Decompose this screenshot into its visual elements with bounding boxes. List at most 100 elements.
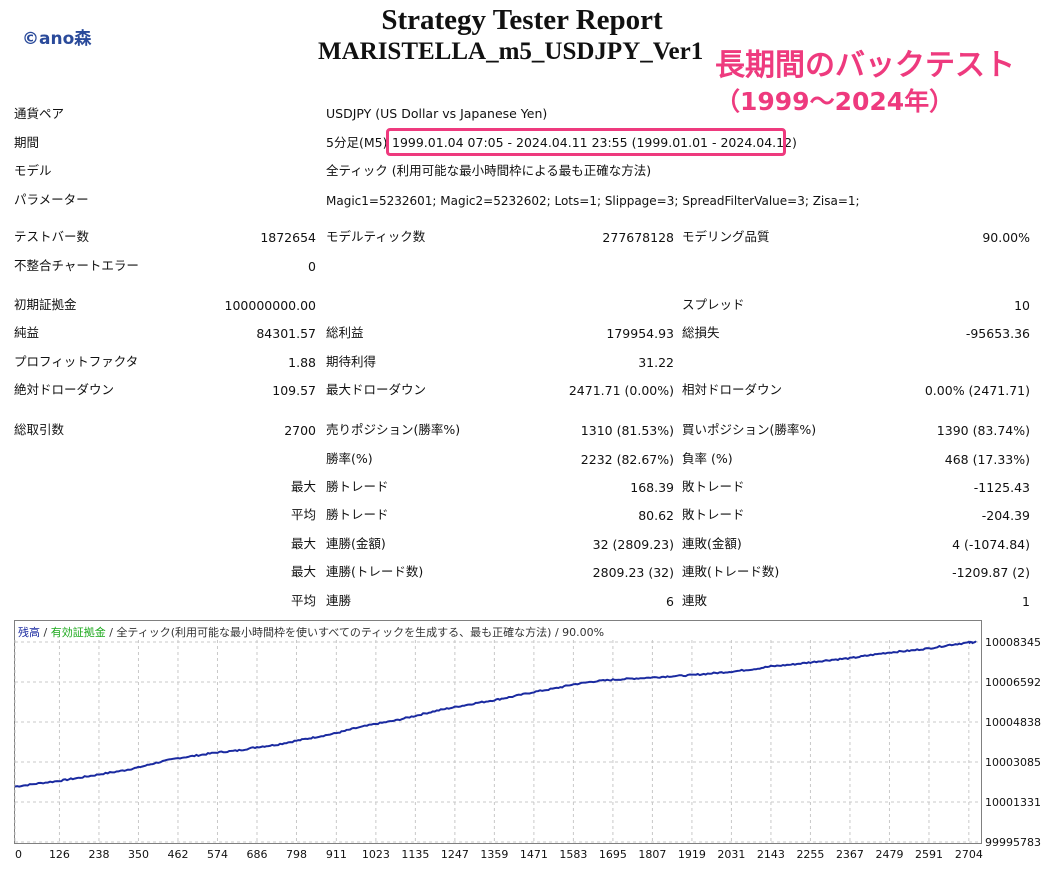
x-tick-label: 0 (15, 848, 22, 861)
x-tick-label: 686 (246, 848, 267, 861)
x-tick-label: 1359 (480, 848, 508, 861)
short-positions-label: 売りポジション(勝率%) (326, 422, 461, 437)
modeling-quality-value: 90.00% (982, 230, 1030, 245)
test-bars-label: テストバー数 (14, 229, 90, 244)
x-tick-label: 574 (207, 848, 228, 861)
avg-prefix-1: 平均 (290, 507, 316, 522)
total-trades-value: 2700 (284, 423, 316, 438)
parameters-value: Magic1=5232601; Magic2=5232602; Lots=1; … (326, 194, 860, 208)
win-rate-value: 2232 (82.67%) (580, 452, 674, 467)
x-tick-label: 1247 (441, 848, 469, 861)
max-consec-losses-money-value: 4 (-1074.84) (952, 537, 1030, 552)
x-tick-label: 2143 (757, 848, 785, 861)
mismatch-errors-label: 不整合チャートエラー (14, 258, 139, 273)
annotation-overlay: 長期間のバックテスト （1999～2024年） (715, 48, 1015, 120)
profit-factor-value: 1.88 (288, 355, 316, 370)
long-positions-value: 1390 (83.74%) (936, 423, 1030, 438)
currency-pair-value: USDJPY (US Dollar vs Japanese Yen) (326, 106, 548, 121)
x-tick-label: 2031 (717, 848, 745, 861)
test-bars-value: 1872654 (260, 230, 316, 245)
model-ticks-label: モデルティック数 (326, 229, 426, 244)
x-tick-label: 1023 (362, 848, 390, 861)
report-subtitle: MARISTELLA_m5_USDJPY_Ver1 (318, 38, 704, 65)
x-tick-label: 1695 (599, 848, 627, 861)
currency-pair-label: 通貨ペア (14, 106, 65, 121)
y-tick-label: 10003085 (985, 756, 1041, 769)
watermark: ©ano森 (22, 29, 92, 49)
y-tick-label: 10001331 (985, 796, 1041, 809)
avg-prefix-2: 平均 (290, 593, 316, 608)
max-drawdown-label: 最大ドローダウン (326, 382, 427, 397)
x-tick-label: 126 (49, 848, 70, 861)
x-tick-label: 1471 (520, 848, 548, 861)
initial-deposit-label: 初期証拠金 (14, 297, 77, 312)
spread-value: 10 (1014, 298, 1030, 313)
balance-chart-frame (14, 620, 982, 844)
x-tick-label: 911 (326, 848, 347, 861)
net-profit-value: 84301.57 (256, 326, 316, 341)
period-label: 期間 (14, 135, 40, 150)
avg-consec-losses-label: 連敗 (682, 593, 708, 608)
max-consec-wins-money-label: 連勝(金額) (326, 536, 386, 551)
annotation-line2: （1999～2024年） (715, 87, 955, 116)
largest-loss-value: -1125.43 (973, 480, 1030, 495)
annotation-line1: 長期間のバックテスト (715, 48, 1015, 83)
largest-win-label: 勝トレード (326, 479, 389, 494)
expected-payoff-value: 31.22 (638, 355, 674, 370)
y-tick-label: 10004838 (985, 716, 1041, 729)
legend-balance: 残高 (18, 626, 40, 639)
model-label: モデル (14, 163, 52, 178)
y-tick-label: 10008345 (985, 636, 1041, 649)
max-consec-losses-trades-label: 連敗(トレード数) (682, 564, 780, 579)
chart-legend: 残高 / 有効証拠金 / 全ティック(利用可能な最小時間枠を使いすべてのティック… (18, 624, 604, 640)
max-prefix-1: 最大 (290, 479, 316, 494)
largest-win-value: 168.39 (630, 480, 674, 495)
x-tick-label: 798 (286, 848, 307, 861)
x-tick-label: 2704 (955, 848, 983, 861)
legend-model: 全ティック(利用可能な最小時間枠を使いすべてのティックを生成する、最も正確な方法… (116, 626, 552, 639)
short-positions-value: 1310 (81.53%) (580, 423, 674, 438)
x-tick-label: 1135 (401, 848, 429, 861)
max-consec-wins-money-value: 32 (2809.23) (592, 537, 674, 552)
average-win-label: 勝トレード (326, 507, 389, 522)
parameters-label: パラメーター (14, 192, 89, 207)
y-axis-ticks: 99995783 10001331 10003085 10004838 10006592… (985, 636, 1041, 849)
model-value: 全ティック (利用可能な最小時間枠による最も正確な方法) (326, 163, 652, 178)
gross-loss-label: 総損失 (682, 325, 720, 340)
y-tick-label: 10006592 (985, 676, 1041, 689)
x-tick-label: 1919 (678, 848, 706, 861)
x-tick-label: 2591 (915, 848, 943, 861)
max-drawdown-value: 2471.71 (0.00%) (568, 383, 674, 398)
y-tick-label: 99995783 (985, 836, 1041, 849)
modeling-quality-label: モデリング品質 (682, 229, 770, 244)
x-tick-label: 462 (167, 848, 188, 861)
average-win-value: 80.62 (638, 508, 674, 523)
x-tick-label: 1583 (559, 848, 587, 861)
legend-sep-3: / (551, 626, 563, 639)
abs-drawdown-value: 109.57 (272, 383, 316, 398)
max-prefix-2: 最大 (290, 536, 316, 551)
average-loss-label: 敗トレード (682, 507, 745, 522)
legend-equity: 有効証拠金 (50, 626, 106, 639)
win-rate-label: 勝率(%) (326, 451, 373, 466)
model-ticks-value: 277678128 (602, 230, 674, 245)
average-loss-value: -204.39 (981, 508, 1030, 523)
total-trades-label: 総取引数 (14, 422, 65, 437)
long-positions-label: 買いポジション(勝率%) (682, 422, 817, 437)
loss-rate-label: 負率 (%) (682, 451, 733, 466)
x-tick-label: 238 (88, 848, 109, 861)
period-value: 1999.01.04 07:05 - 2024.04.11 23:55 (199… (392, 135, 797, 150)
max-consec-losses-money-label: 連敗(金額) (682, 536, 742, 551)
avg-consec-losses-value: 1 (1022, 594, 1030, 609)
x-tick-label: 2367 (836, 848, 864, 861)
max-consec-losses-trades-value: -1209.87 (2) (952, 565, 1030, 580)
legend-quality: 90.00% (562, 626, 605, 639)
x-tick-label: 2255 (796, 848, 824, 861)
x-axis-ticks: 0 126 238 350 462 574 686 798 911 1023 1135 1247 135… (15, 848, 983, 861)
spread-label: スプレッド (682, 297, 745, 312)
max-consec-wins-trades-value: 2809.23 (32) (592, 565, 674, 580)
period-timeframe: 5分足(M5) (326, 135, 388, 150)
max-consec-wins-trades-label: 連勝(トレード数) (326, 564, 424, 579)
x-tick-label: 1807 (638, 848, 666, 861)
abs-drawdown-label: 絶対ドローダウン (14, 382, 115, 397)
